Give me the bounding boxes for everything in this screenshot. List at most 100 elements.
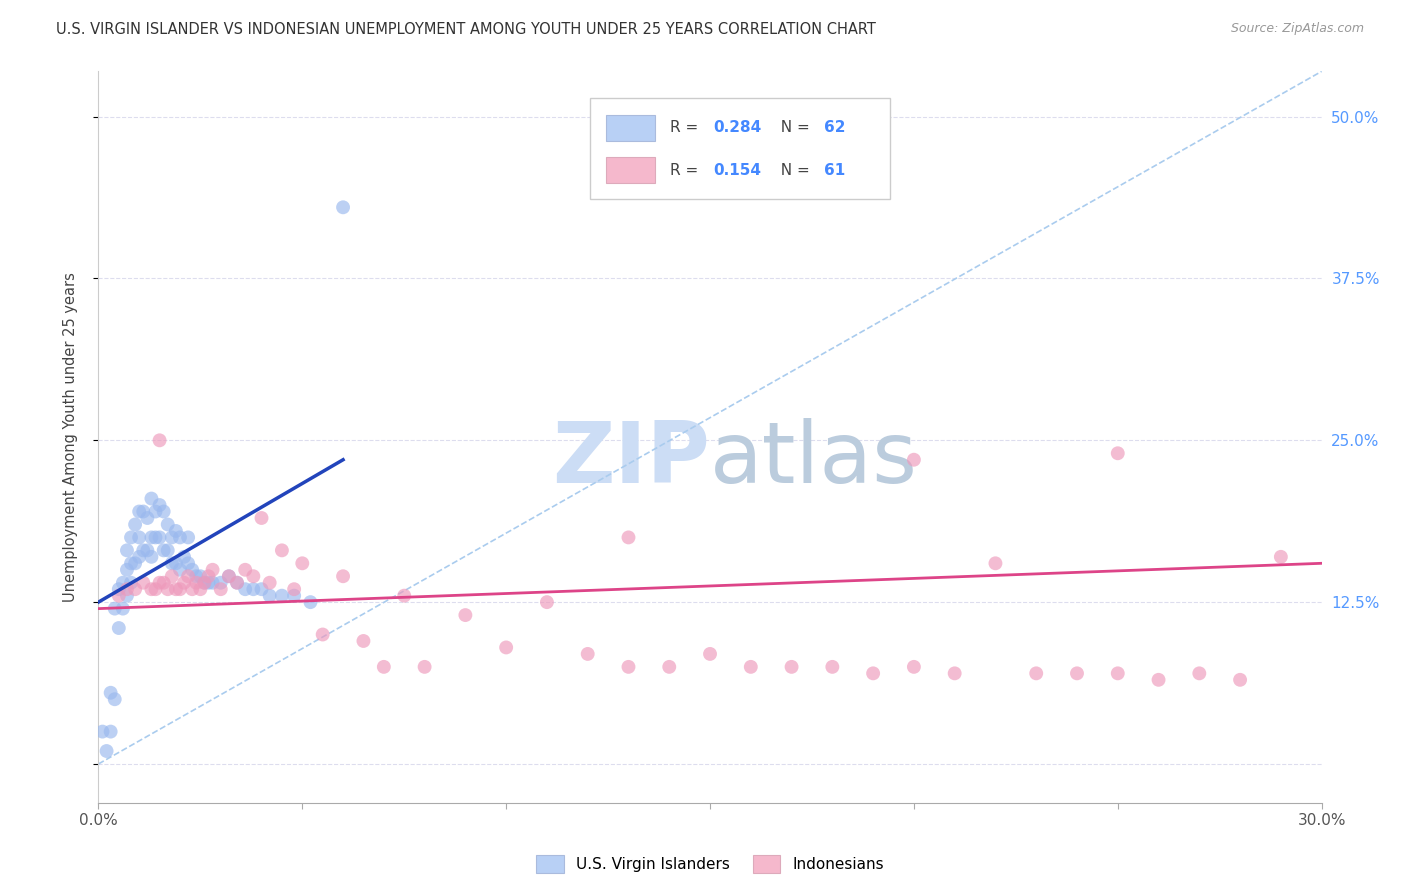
Point [165, 557, 187, 571]
Point [242, 582, 264, 597]
Point [165, 582, 187, 597]
Point [1270, 549, 1292, 564]
Point [193, 575, 215, 590]
Point [197, 569, 219, 583]
Legend: U.S. Virgin Islanders, Indonesians: U.S. Virgin Islanders, Indonesians [530, 848, 890, 880]
Point [120, 575, 142, 590]
Point [1025, 666, 1047, 681]
Point [136, 511, 159, 525]
Point [173, 575, 195, 590]
Text: R =: R = [669, 120, 703, 136]
Point [141, 530, 163, 544]
Point [115, 563, 138, 577]
Point [169, 582, 191, 597]
Point [332, 200, 354, 214]
Point [1107, 666, 1129, 681]
Point [96, 744, 118, 758]
Point [197, 575, 219, 590]
Point [821, 660, 844, 674]
Point [218, 569, 240, 583]
Point [536, 595, 558, 609]
Text: N =: N = [772, 162, 815, 178]
Point [128, 504, 150, 518]
Point [283, 582, 305, 597]
Point [141, 582, 163, 597]
Point [270, 589, 294, 603]
Point [903, 660, 925, 674]
Point [149, 498, 172, 512]
Point [352, 634, 374, 648]
Point [233, 582, 256, 597]
Point [108, 589, 131, 603]
Y-axis label: Unemployment Among Youth under 25 years: Unemployment Among Youth under 25 years [63, 272, 77, 602]
Point [658, 660, 681, 674]
Point [201, 563, 224, 577]
Text: 62: 62 [824, 120, 845, 136]
Point [242, 569, 264, 583]
Point [136, 543, 159, 558]
Point [156, 582, 179, 597]
Point [209, 582, 232, 597]
Point [132, 504, 155, 518]
Point [132, 543, 155, 558]
Point [160, 530, 183, 544]
Point [104, 601, 127, 615]
Point [115, 543, 138, 558]
Point [740, 660, 762, 674]
Point [145, 582, 167, 597]
Point [226, 575, 249, 590]
Text: 61: 61 [824, 162, 845, 178]
Point [132, 575, 155, 590]
Point [104, 692, 127, 706]
Point [111, 601, 134, 615]
Point [1107, 446, 1129, 460]
Point [100, 686, 122, 700]
Point [141, 549, 163, 564]
Point [156, 517, 179, 532]
Point [111, 575, 134, 590]
Point [984, 557, 1007, 571]
Point [128, 549, 150, 564]
Point [152, 543, 174, 558]
Point [188, 569, 212, 583]
Point [392, 589, 416, 603]
Point [181, 582, 204, 597]
Point [169, 530, 191, 544]
Text: R =: R = [669, 162, 703, 178]
Point [617, 530, 640, 544]
Text: 0.284: 0.284 [714, 120, 762, 136]
Point [100, 724, 122, 739]
Point [177, 569, 200, 583]
Point [299, 595, 322, 609]
Point [169, 563, 191, 577]
Point [115, 582, 138, 597]
Point [250, 582, 273, 597]
Point [124, 557, 146, 571]
Text: atlas: atlas [710, 417, 918, 500]
Point [226, 575, 249, 590]
Point [120, 530, 142, 544]
Point [780, 660, 803, 674]
Point [259, 589, 281, 603]
Point [291, 557, 314, 571]
Point [186, 575, 208, 590]
Point [903, 452, 925, 467]
Point [454, 608, 477, 623]
Point [149, 530, 172, 544]
Text: N =: N = [772, 120, 815, 136]
Point [312, 627, 335, 641]
Point [188, 582, 212, 597]
Point [145, 504, 167, 518]
Text: ZIP: ZIP [553, 417, 710, 500]
Point [108, 582, 131, 597]
Point [373, 660, 395, 674]
Text: 0.154: 0.154 [714, 162, 762, 178]
Point [495, 640, 517, 655]
Point [156, 543, 179, 558]
FancyBboxPatch shape [606, 114, 655, 141]
Point [576, 647, 599, 661]
Point [173, 549, 195, 564]
Text: U.S. VIRGIN ISLANDER VS INDONESIAN UNEMPLOYMENT AMONG YOUTH UNDER 25 YEARS CORRE: U.S. VIRGIN ISLANDER VS INDONESIAN UNEMP… [56, 22, 876, 37]
FancyBboxPatch shape [606, 157, 655, 183]
Point [233, 563, 256, 577]
